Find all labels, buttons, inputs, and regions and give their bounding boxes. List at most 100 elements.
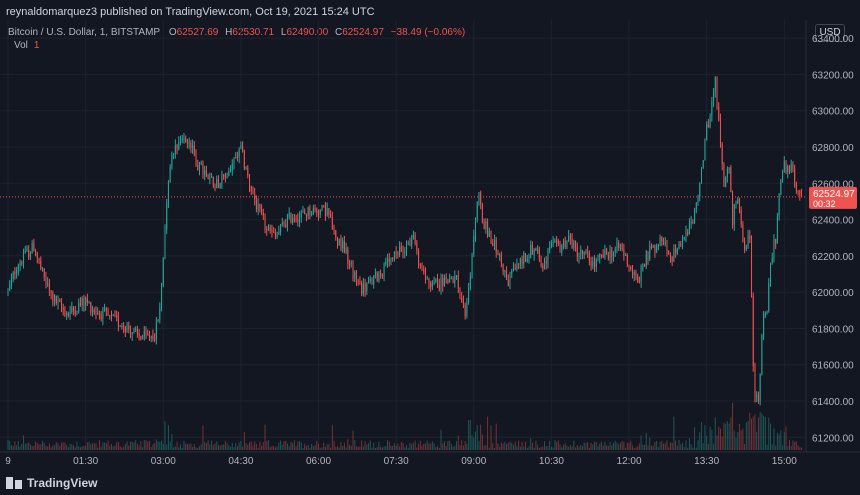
volume-bar [578, 446, 580, 450]
candle-body [371, 279, 373, 284]
volume-bar [69, 443, 71, 450]
candle-body [157, 319, 159, 322]
candle-body [404, 252, 406, 254]
candle-body [28, 249, 30, 258]
currency-button[interactable]: USD [815, 24, 845, 42]
volume-bar [79, 447, 81, 450]
volume-bar [652, 446, 654, 450]
candle-body [178, 142, 180, 149]
candle-body [81, 298, 83, 305]
candle-body [150, 335, 152, 338]
candle-body [71, 306, 73, 312]
volume-bar [771, 443, 773, 450]
candle-body [545, 261, 547, 264]
candle-body [164, 229, 166, 259]
candle-body [518, 263, 520, 265]
volume-bar [200, 444, 202, 450]
candle-body [274, 232, 276, 237]
volume-bar [274, 447, 276, 450]
volume-bar [221, 444, 223, 450]
candle-body [692, 221, 694, 223]
volume-bar [680, 444, 682, 450]
volume-bar [285, 440, 287, 450]
volume-bar [304, 443, 306, 450]
volume-bar [530, 438, 532, 450]
candle-body [228, 171, 230, 177]
volume-bar [718, 426, 720, 450]
candle-body [683, 237, 685, 240]
volume-bar [485, 445, 487, 450]
candle-body [304, 211, 306, 215]
candle-body [606, 249, 608, 255]
candle-body [59, 300, 61, 303]
volume-bar [167, 425, 169, 450]
candle-body [738, 199, 740, 210]
x-tick-label: 03:00 [151, 456, 176, 467]
volume-bar [462, 445, 464, 450]
candle-body [599, 254, 601, 258]
candle-body [286, 217, 288, 227]
symbol-title[interactable]: Bitcoin / U.S. Dollar, 1, BITSTAMP [8, 27, 161, 38]
candle-body [583, 251, 585, 255]
volume-bar [81, 446, 83, 450]
candle-body [706, 124, 708, 141]
candle-body [464, 305, 466, 317]
candle-body [773, 238, 775, 258]
volume-bar [678, 440, 680, 450]
volume-bar [224, 440, 226, 450]
candle-body [542, 265, 544, 269]
candle-body [668, 251, 670, 254]
candle-body [311, 214, 313, 216]
candle-body [207, 176, 209, 180]
candle-body [433, 281, 435, 283]
volume-bar [657, 447, 659, 450]
candle-body [262, 212, 264, 216]
volume-bar [278, 442, 280, 450]
candle-body [330, 214, 332, 218]
candle-body [388, 258, 390, 262]
last-price-badge [809, 186, 857, 209]
volume-bar [71, 444, 73, 450]
x-tick-label: 10:30 [539, 456, 564, 467]
candle-body [373, 275, 375, 284]
volume-bar [311, 443, 313, 450]
candle-body [197, 165, 199, 170]
candle-body [230, 170, 232, 172]
candle-body [380, 273, 382, 276]
volume-bar [638, 443, 640, 450]
volume-bar [28, 442, 30, 450]
volume-bar [625, 447, 627, 450]
candle-body [759, 374, 761, 401]
volume-bar [409, 442, 411, 450]
candle-body [243, 150, 245, 169]
candle-body [756, 395, 758, 397]
volume-bar [333, 440, 335, 450]
candle-body [181, 138, 183, 140]
candle-body [180, 139, 182, 143]
candle-body [100, 313, 102, 320]
volume-bar [785, 426, 787, 450]
volume-bar [733, 430, 735, 450]
candle-body [523, 253, 525, 264]
volume-bar [735, 438, 737, 450]
volume-bar [85, 445, 87, 450]
candle-body [788, 166, 790, 172]
candle-body [437, 279, 439, 285]
candle-body [530, 245, 532, 259]
tradingview-logo[interactable]: TradingView [6, 476, 97, 490]
candle-body [400, 246, 402, 252]
volume-bar [588, 447, 590, 450]
candle-body [544, 261, 546, 269]
volume-bar [669, 442, 671, 450]
candle-body [538, 249, 540, 259]
candle-body [336, 237, 338, 246]
candle-body [269, 227, 271, 231]
candle-body [418, 250, 420, 264]
volume-bar [414, 440, 416, 450]
candle-body [321, 205, 323, 210]
candle-body [656, 245, 658, 253]
candle-body [267, 227, 269, 231]
candle-body [314, 208, 316, 210]
candle-body [485, 221, 487, 229]
